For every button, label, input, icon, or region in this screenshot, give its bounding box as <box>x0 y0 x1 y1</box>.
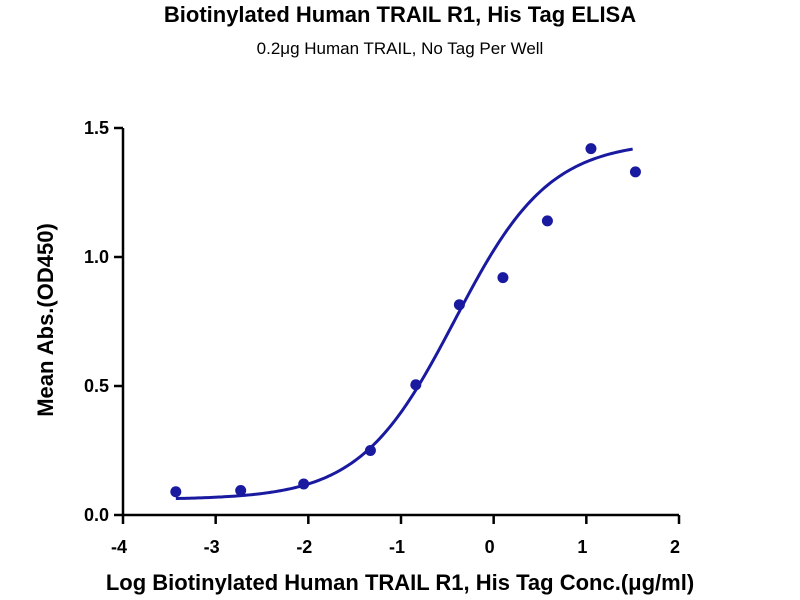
x-tick-label: 1 <box>577 537 587 557</box>
data-point <box>541 215 553 227</box>
x-tick-label: 2 <box>670 537 680 557</box>
data-point <box>235 484 247 496</box>
chart-subtitle: 0.2μg Human TRAIL, No Tag Per Well <box>257 39 544 58</box>
x-tick-label: 0 <box>485 537 495 557</box>
data-point <box>629 166 641 178</box>
data-point <box>298 478 310 490</box>
x-tick-label: -2 <box>296 537 312 557</box>
data-points-layer <box>170 143 641 498</box>
data-point <box>585 143 597 155</box>
x-axis-label: Log Biotinylated Human TRAIL R1, His Tag… <box>106 570 694 595</box>
fit-curve-layer <box>175 147 633 501</box>
y-tick-label: 1.0 <box>84 247 109 267</box>
data-point <box>364 445 376 456</box>
x-tick-label: -1 <box>389 537 405 557</box>
fit-curve <box>175 147 633 501</box>
data-point <box>410 379 422 391</box>
chart-title: Biotinylated Human TRAIL R1, His Tag ELI… <box>164 2 636 27</box>
y-tick-label: 1.5 <box>84 118 109 138</box>
axes: -4 -3 -2 -1 0 1 2 0.0 0.5 1.0 1.5 <box>84 118 681 557</box>
x-tick-label: -4 <box>111 537 127 557</box>
y-tick-label: 0.5 <box>84 376 109 396</box>
data-point <box>453 299 465 311</box>
y-tick-label: 0.0 <box>84 505 109 525</box>
data-point <box>497 272 509 284</box>
y-axis-label: Mean Abs.(OD450) <box>33 223 58 417</box>
x-tick-label: -3 <box>204 537 220 557</box>
data-point <box>170 486 182 498</box>
